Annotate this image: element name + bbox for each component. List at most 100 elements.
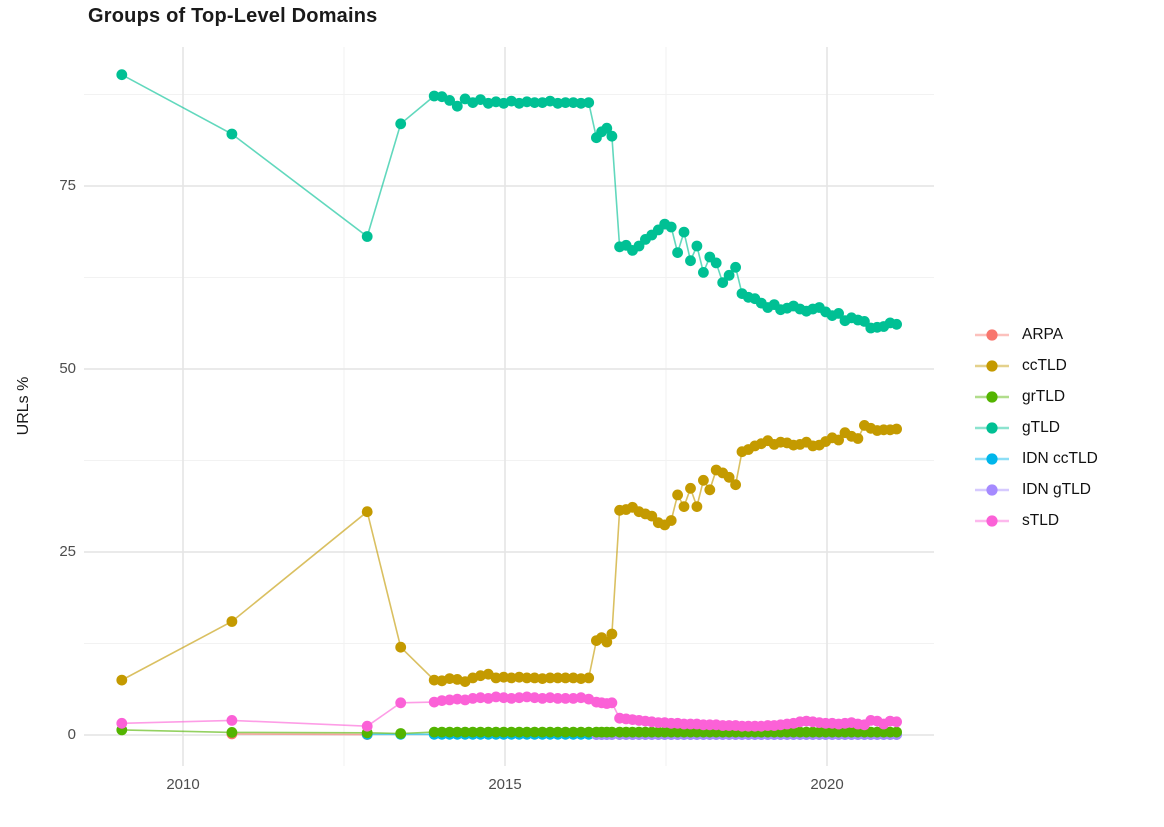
- data-point: [606, 697, 618, 709]
- data-point: [730, 479, 741, 491]
- x-tick-label: 2015: [488, 776, 522, 793]
- data-point: [575, 726, 587, 738]
- legend-item-label: IDN ccTLD: [1022, 450, 1098, 467]
- data-point: [529, 97, 540, 108]
- series-gtld: [116, 69, 902, 334]
- legend-key-icon: [975, 329, 1009, 341]
- data-point: [601, 122, 613, 134]
- data-point: [685, 482, 696, 494]
- data-point: [475, 692, 486, 704]
- data-point: [361, 720, 373, 732]
- x-tick-label: 2020: [810, 776, 844, 793]
- data-point: [567, 726, 579, 738]
- data-point: [665, 221, 677, 233]
- legend-item-idn-cctld: IDN ccTLD: [975, 448, 1098, 470]
- data-point: [891, 726, 902, 738]
- series-stld: [116, 691, 902, 732]
- data-point: [710, 257, 722, 269]
- data-point: [498, 726, 510, 738]
- legend-item-label: sTLD: [1022, 512, 1060, 529]
- data-point: [672, 489, 683, 501]
- data-point: [451, 726, 463, 738]
- data-point: [583, 726, 595, 738]
- data-point: [552, 726, 564, 738]
- legend-key-icon: [975, 422, 1009, 434]
- data-point: [891, 423, 902, 435]
- data-point: [428, 726, 440, 738]
- data-point: [544, 672, 556, 684]
- data-point: [646, 510, 658, 522]
- data-point: [521, 726, 533, 738]
- data-point: [506, 693, 517, 704]
- data-point: [691, 501, 703, 512]
- legend-key-icon: [975, 360, 1009, 372]
- series-line: [231, 733, 368, 736]
- data-point: [678, 226, 690, 238]
- data-point: [226, 128, 238, 140]
- x-tick-label: 2010: [166, 776, 200, 793]
- legend-item-grtld: grTLD: [975, 386, 1098, 408]
- data-point: [852, 433, 864, 444]
- data-point: [116, 69, 128, 81]
- data-point: [482, 726, 494, 738]
- data-point: [601, 636, 613, 648]
- data-point: [395, 728, 407, 739]
- data-point: [560, 672, 571, 684]
- data-point: [226, 727, 238, 738]
- data-point: [891, 716, 902, 728]
- series-line: [121, 73, 897, 329]
- data-point: [833, 434, 844, 446]
- legend-item-stld: sTLD: [975, 510, 1098, 532]
- data-point: [116, 717, 128, 729]
- data-point: [583, 97, 595, 108]
- legend-key-icon: [975, 391, 1009, 403]
- data-point: [116, 674, 128, 686]
- data-point: [226, 616, 238, 627]
- legend-item-label: ARPA: [1022, 326, 1064, 343]
- data-point: [513, 726, 525, 738]
- legend-item-label: gTLD: [1022, 419, 1060, 436]
- data-point: [451, 100, 463, 112]
- data-point: [606, 628, 618, 640]
- legend-key-icon: [975, 484, 1009, 496]
- data-point: [361, 506, 373, 518]
- data-point: [723, 269, 735, 281]
- data-point: [459, 726, 471, 738]
- legend-key-icon: [975, 453, 1009, 465]
- data-point: [583, 672, 595, 684]
- data-point: [730, 261, 741, 273]
- y-tick-label: 50: [59, 360, 76, 377]
- data-point: [606, 130, 618, 142]
- data-point: [665, 515, 677, 526]
- data-point: [451, 693, 463, 705]
- data-point: [891, 318, 902, 330]
- data-point: [436, 726, 448, 738]
- data-point: [704, 484, 716, 496]
- data-point: [833, 308, 844, 319]
- data-point: [560, 97, 571, 108]
- y-axis-title: URLs %: [15, 376, 32, 436]
- data-point: [444, 95, 455, 106]
- data-point: [444, 726, 455, 738]
- data-point: [691, 240, 703, 252]
- data-point: [552, 672, 564, 684]
- data-point: [529, 692, 540, 704]
- data-point: [529, 672, 540, 684]
- legend-item-cctld: ccTLD: [975, 355, 1098, 377]
- data-point: [395, 118, 407, 130]
- data-point: [678, 501, 690, 512]
- data-point: [698, 267, 709, 278]
- data-point: [361, 231, 373, 242]
- legend: ARPA ccTLD grTLD gTLD IDN ccTLD IDN gTLD sTLD: [975, 324, 1098, 532]
- series-arpa: [226, 728, 373, 740]
- chart-title: Groups of Top-Level Domains: [88, 5, 378, 27]
- data-point: [521, 672, 533, 684]
- data-point: [552, 693, 564, 704]
- data-point: [226, 715, 238, 726]
- data-point: [506, 726, 517, 738]
- data-point: [475, 726, 486, 738]
- data-point: [467, 726, 479, 738]
- data-point: [537, 726, 548, 738]
